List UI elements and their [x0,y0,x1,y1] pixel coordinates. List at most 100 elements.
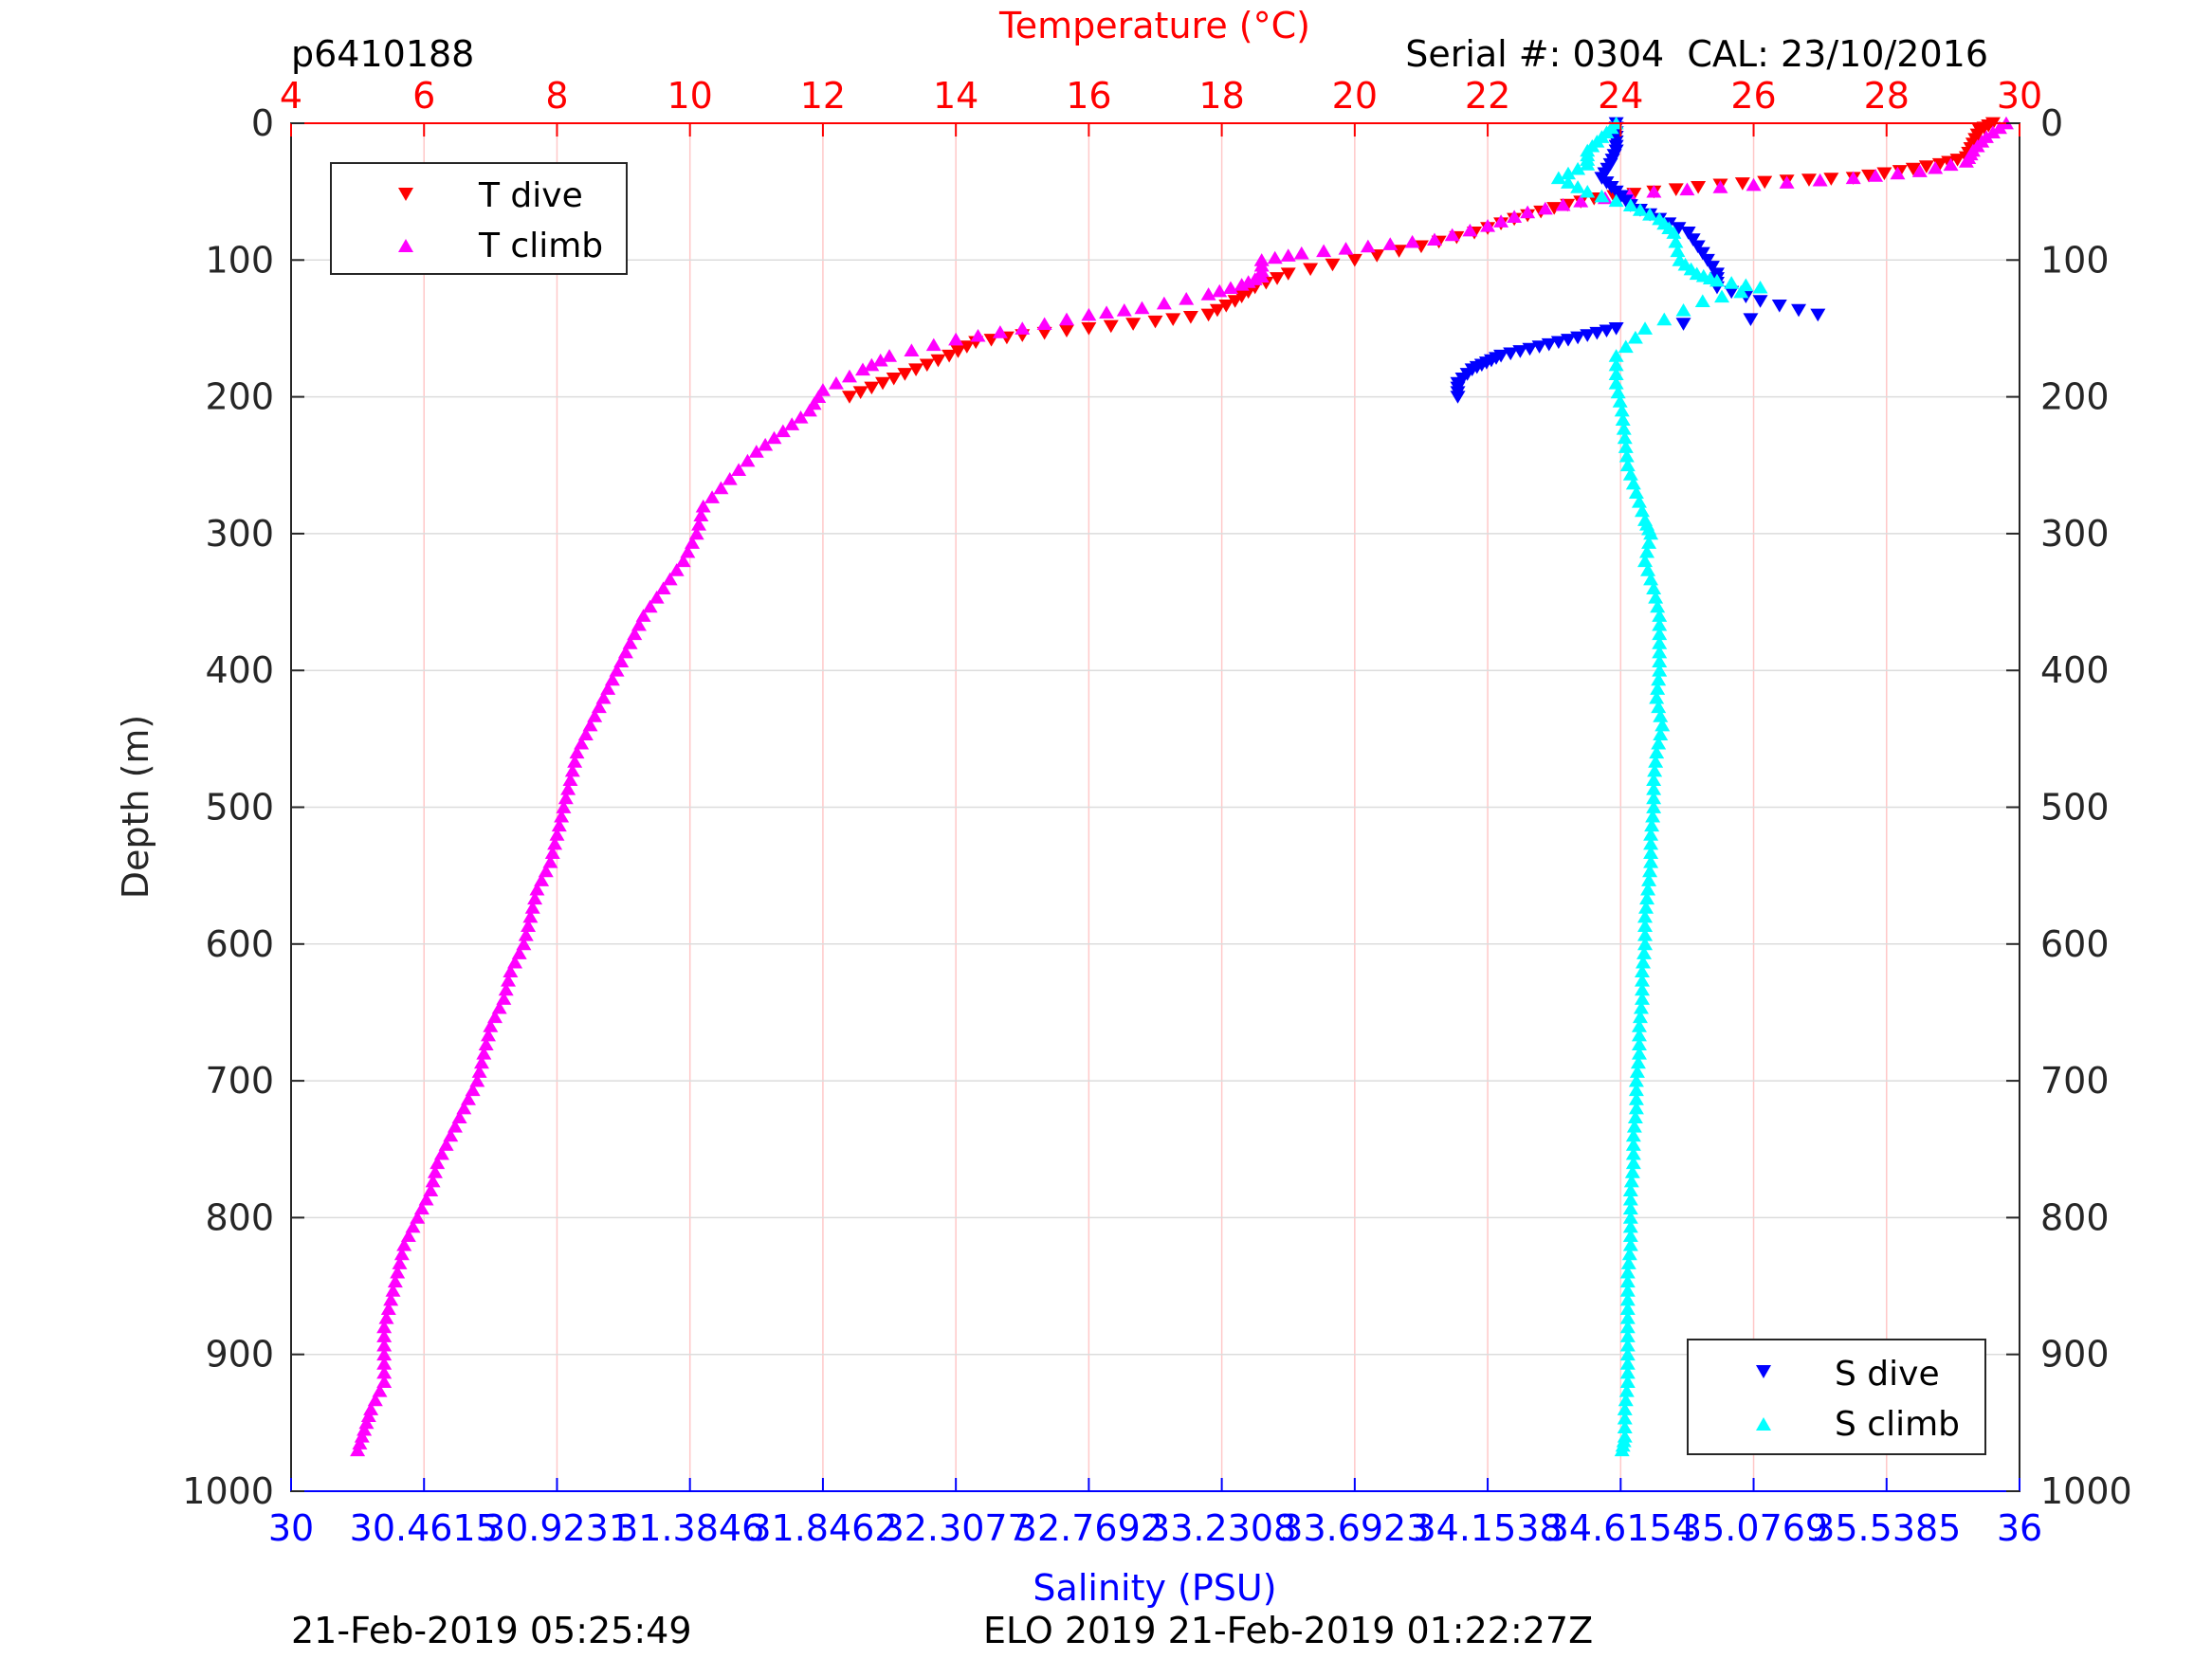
data-point [1081,307,1097,321]
data-point [1200,308,1216,322]
legend-t-dive-label: T dive [478,176,583,215]
data-point [784,417,800,430]
data-point [1619,1347,1636,1361]
data-point [591,700,607,714]
data-point [680,544,696,558]
data-point [693,508,709,522]
data-point [1624,1165,1640,1178]
data-point [1614,403,1630,417]
data-point [1520,205,1536,219]
data-point [1622,1192,1638,1206]
data-point [841,369,857,383]
data-point [1628,1083,1644,1097]
data-point [544,846,560,859]
data-point [376,1357,393,1370]
salinity-tick-label: 30.9231 [483,1507,631,1549]
data-point [392,1256,408,1269]
data-point [1630,1055,1646,1069]
depth-tick-label-right: 0 [2040,102,2063,144]
data-point [1958,155,1974,168]
data-point [1943,157,1959,172]
data-point [1560,166,1576,180]
depth-tick-label-left: 700 [205,1060,274,1102]
data-point [1619,1338,1636,1352]
data-point [1625,1138,1641,1151]
salinity-tick-label: 36 [1997,1507,2042,1549]
depth-tick-label-left: 400 [205,649,274,691]
data-point [1654,718,1671,732]
axes: 4 6 8 10 12 14 16 18 20 22 24 26 28 30 30 30.461530.923… [182,75,2131,1549]
data-point [521,919,537,932]
data-point [1619,1292,1636,1306]
data-point [1099,305,1115,319]
data-point [1625,1146,1641,1160]
data-point [574,736,590,750]
serial-calibration: Serial #: 0304 CAL: 23/10/2016 [1405,33,1988,75]
data-point [1036,317,1052,331]
data-point [1752,295,1768,308]
data-point [1234,278,1250,291]
data-point [1645,809,1661,823]
data-point [1608,349,1624,362]
data-point [1668,183,1684,196]
salinity-tick-label: 33.2308 [1147,1507,1296,1549]
data-point [1628,1092,1644,1105]
data-point [1622,1211,1638,1224]
data-point [1714,289,1730,303]
depth-tick-label-right: 100 [2040,239,2110,281]
data-point [622,636,638,649]
data-point [476,1047,492,1060]
data-point [1637,554,1654,568]
data-point [1560,175,1576,189]
data-point [1633,1000,1649,1014]
data-point [1704,261,1720,274]
data-point [1618,1393,1634,1407]
temperature-tick-label: 14 [933,75,978,117]
data-point [1679,182,1695,196]
data-point [1015,321,1031,335]
depth-tick-label-left: 1000 [182,1470,274,1512]
data-point [387,1274,403,1288]
data-point [1771,300,1787,313]
data-point [1619,1329,1636,1342]
data-point [668,563,685,576]
data-point [930,354,946,368]
temperature-tick-label: 4 [280,75,302,117]
data-point [1670,244,1686,258]
data-point [793,410,809,424]
data-point [1637,919,1654,932]
data-point [433,1146,449,1160]
data-point [904,343,920,356]
depth-tick-label-left: 100 [205,239,274,281]
data-point [1634,974,1650,987]
data-point [1608,193,1624,208]
data-point [1643,828,1659,841]
data-point [1694,294,1710,307]
depth-axis-label: Depth (m) [115,715,156,900]
data-point [1652,617,1668,631]
salinity-axis-label: Salinity (PSU) [1033,1567,1276,1609]
depth-tick-label-right: 700 [2040,1060,2110,1102]
data-point [425,1174,441,1188]
footer-timestamp: 21-Feb-2019 05:25:49 [291,1610,692,1651]
data-point [376,1365,393,1379]
data-point [496,992,512,1005]
data-point [1293,246,1309,260]
data-point [498,982,514,996]
data-point [1642,864,1658,878]
data-point [872,353,888,367]
data-point [882,349,898,362]
data-point [438,1138,454,1151]
data-point [577,727,594,740]
data-point [1640,563,1656,576]
data-point [1651,672,1667,686]
data-point [1622,1183,1638,1196]
series-t-dive [841,117,2001,404]
data-point [1757,175,1773,190]
data-point [1639,544,1655,558]
data-point [1637,927,1654,941]
data-point [423,1183,439,1196]
data-point [748,445,764,458]
data-point [1462,223,1478,237]
data-point [617,645,633,659]
